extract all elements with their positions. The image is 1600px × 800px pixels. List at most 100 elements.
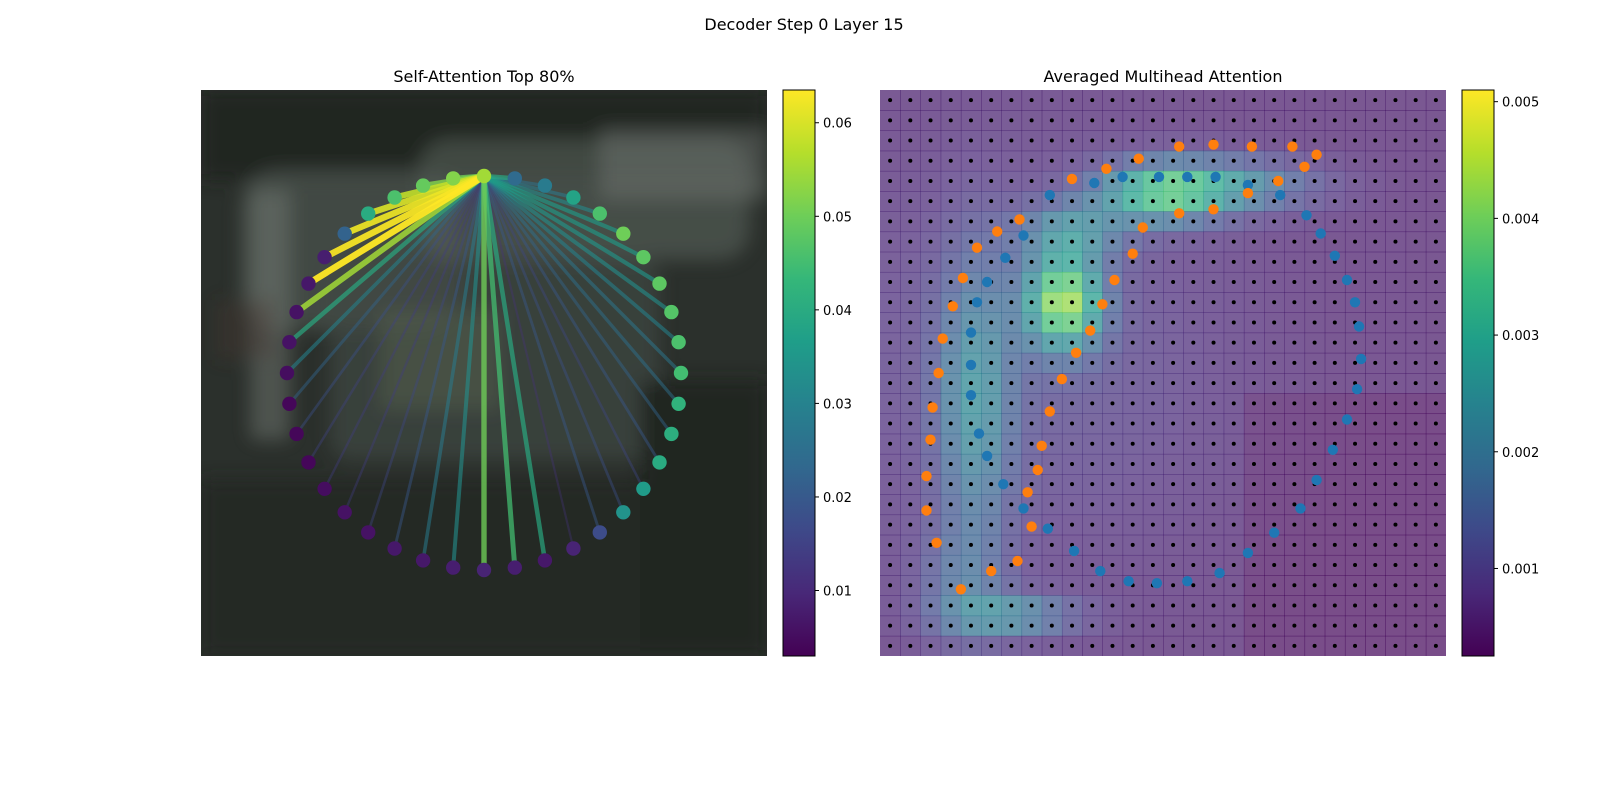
grid-dot	[888, 360, 893, 365]
attention-edge	[482, 174, 673, 436]
grid-dot	[1332, 158, 1337, 163]
grid-dot	[928, 421, 933, 426]
grid-dot	[1231, 360, 1236, 365]
grid-dot	[1070, 623, 1075, 628]
grid-dot	[888, 178, 893, 183]
attention-node	[673, 365, 689, 381]
self-attention-panel: Self-Attention Top 80%	[201, 67, 767, 656]
grid-dot	[989, 219, 994, 224]
grid-dot	[928, 239, 933, 244]
grid-dot	[908, 340, 913, 345]
grid-dot	[1110, 320, 1115, 325]
grid-dot	[1332, 381, 1337, 386]
grid-dot	[1150, 623, 1155, 628]
grid-dot	[968, 502, 973, 507]
grid-dot	[989, 401, 994, 406]
grid-dot	[1231, 542, 1236, 547]
grid-dot	[1070, 441, 1075, 446]
grid-dot	[1292, 623, 1297, 628]
figure-suptitle: Decoder Step 0 Layer 15	[704, 15, 903, 34]
grid-dot	[1150, 502, 1155, 507]
grid-dot	[1393, 320, 1398, 325]
grid-dot	[1191, 239, 1196, 244]
grid-dot	[908, 360, 913, 365]
grid-dot	[1292, 542, 1297, 547]
grid-dot	[1312, 421, 1317, 426]
grid-dot	[1353, 482, 1358, 487]
grid-dot	[1312, 280, 1317, 285]
grid-dot	[1433, 158, 1438, 163]
grid-dot	[1393, 401, 1398, 406]
grid-dot	[1191, 583, 1196, 588]
blue-keypoint	[973, 428, 985, 439]
grid-dot	[989, 603, 994, 608]
grid-dot	[1049, 138, 1054, 143]
grid-dot	[928, 482, 933, 487]
grid-dot	[1150, 158, 1155, 163]
grid-dot	[1413, 239, 1418, 244]
grid-dot	[1433, 401, 1438, 406]
grid-dot	[1029, 360, 1034, 365]
grid-dot	[1353, 542, 1358, 547]
grid-dot	[1413, 522, 1418, 527]
grid-dot	[1191, 502, 1196, 507]
grid-dot	[1090, 441, 1095, 446]
attention-node	[361, 206, 376, 221]
attention-node	[279, 365, 295, 381]
blue-keypoint	[1351, 384, 1363, 395]
grid-dot	[1332, 199, 1337, 204]
grid-dot	[1312, 259, 1317, 264]
grid-dot	[1009, 502, 1014, 507]
grid-dot	[1272, 199, 1277, 204]
grid-dot	[1070, 98, 1075, 103]
grid-dot	[1393, 300, 1398, 305]
grid-dot	[1413, 219, 1418, 224]
grid-dot	[948, 643, 953, 648]
grid-dot	[968, 482, 973, 487]
grid-dot	[1231, 401, 1236, 406]
multihead-attention-panel: Averaged Multihead Attention	[880, 67, 1446, 656]
grid-dot	[1393, 158, 1398, 163]
grid-dot	[1332, 502, 1337, 507]
grid-dot	[1090, 583, 1095, 588]
orange-keypoint	[1246, 141, 1258, 152]
grid-dot	[1110, 563, 1115, 568]
attention-node	[664, 426, 679, 442]
grid-dot	[968, 563, 973, 568]
grid-dot	[1292, 583, 1297, 588]
grid-dot	[1272, 583, 1277, 588]
grid-dot	[1171, 603, 1176, 608]
grid-dot	[928, 502, 933, 507]
grid-dot	[1049, 259, 1054, 264]
grid-dot	[1272, 219, 1277, 224]
grid-dot	[1130, 401, 1135, 406]
grid-dot	[1171, 239, 1176, 244]
grid-dot	[1090, 138, 1095, 143]
grid-dot	[1413, 340, 1418, 345]
grid-dot	[1413, 603, 1418, 608]
grid-dot	[1413, 178, 1418, 183]
colorbar-tick-label: 0.05	[823, 210, 852, 225]
grid-dot	[1251, 623, 1256, 628]
grid-dot	[1393, 98, 1398, 103]
orange-keypoint	[1032, 464, 1043, 476]
blue-keypoint	[1123, 576, 1134, 587]
grid-dot	[1413, 98, 1418, 103]
grid-dot	[1393, 219, 1398, 224]
orange-keypoint	[933, 367, 944, 379]
grid-dot	[928, 138, 933, 143]
orange-keypoint	[1208, 204, 1219, 215]
grid-dot	[1353, 98, 1358, 103]
grid-dot	[1373, 239, 1378, 244]
grid-dot	[1332, 138, 1337, 143]
attention-node	[616, 505, 631, 520]
grid-dot	[1312, 461, 1317, 466]
grid-dot	[1251, 340, 1256, 345]
grid-dot	[1353, 340, 1358, 345]
grid-dot	[1070, 522, 1075, 527]
grid-dot	[1433, 340, 1438, 345]
blue-keypoint	[1341, 274, 1353, 286]
grid-dot	[1413, 583, 1418, 588]
grid-dot	[1049, 563, 1054, 568]
grid-dot	[1150, 118, 1155, 123]
